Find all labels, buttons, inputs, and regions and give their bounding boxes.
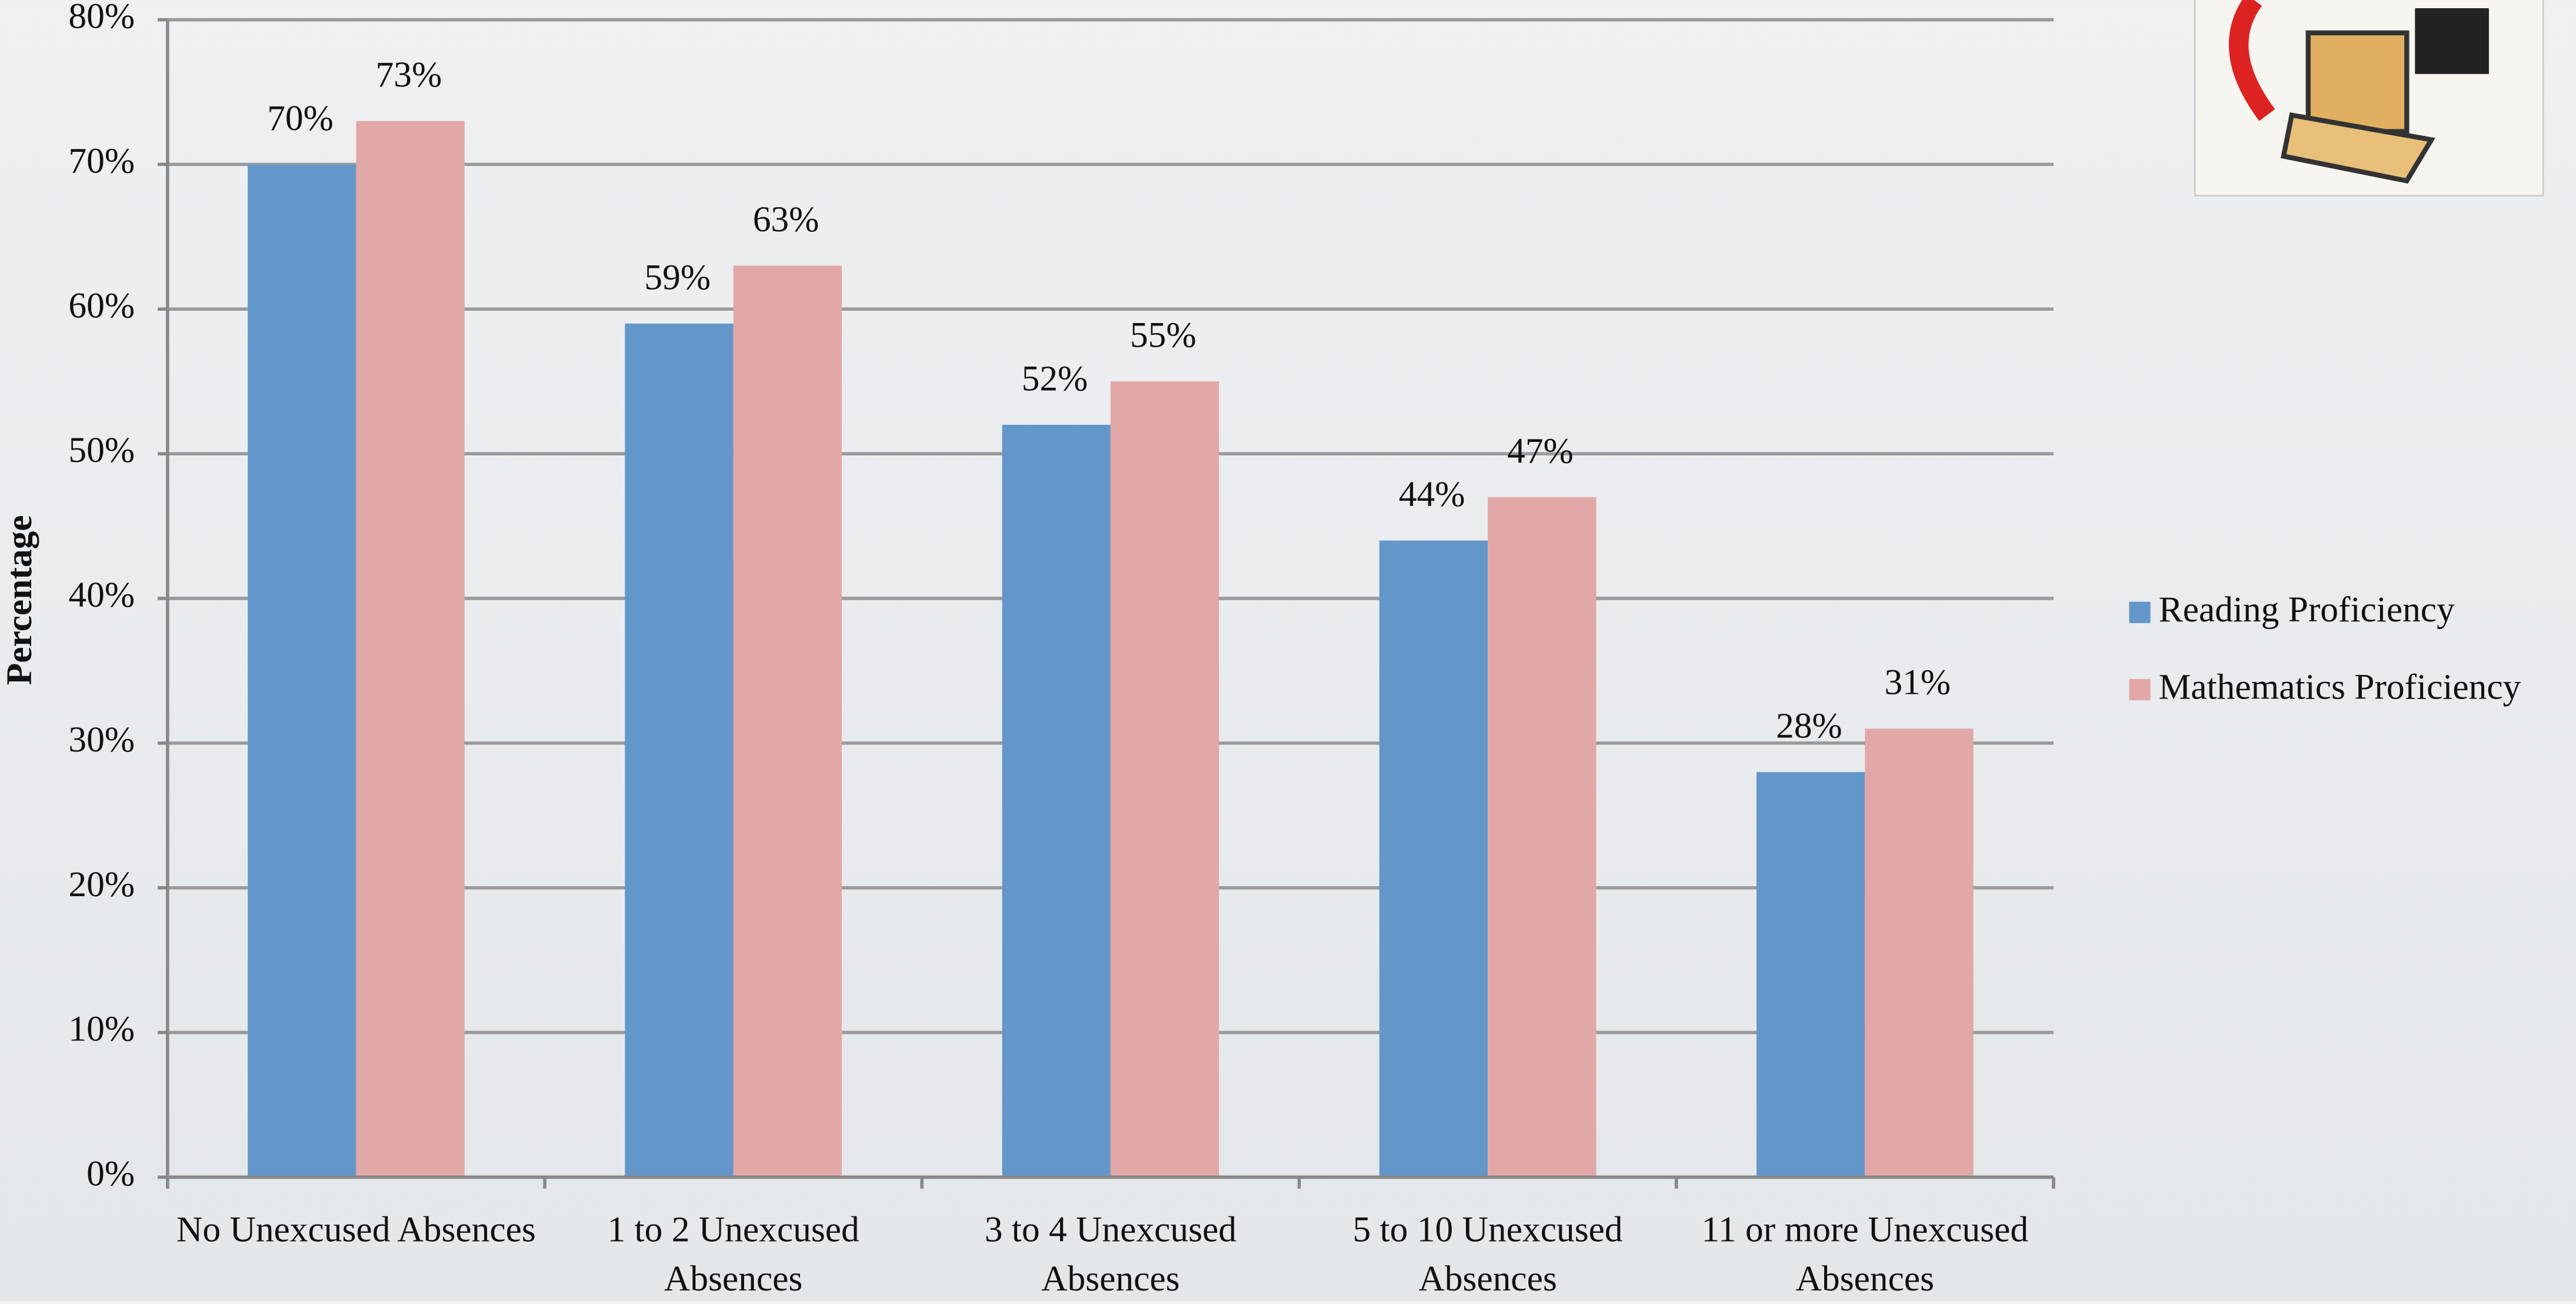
y-tick-label: 40%	[68, 575, 135, 615]
x-tick-label: 5 to 10 Unexcused Absences	[1352, 1208, 1623, 1299]
bar	[1379, 540, 1488, 1177]
value-label: 55%	[1130, 315, 1197, 355]
value-label: 73%	[376, 55, 442, 95]
x-tick-label: No Unexcused Absences	[176, 1208, 536, 1250]
value-label: 31%	[1884, 663, 1951, 703]
y-axis-label: Percentage	[0, 515, 39, 685]
legend-label: Mathematics Proficiency	[2159, 667, 2521, 707]
legend-swatch	[2129, 601, 2151, 623]
bar	[1865, 728, 1974, 1177]
value-label: 59%	[644, 257, 711, 297]
value-label: 47%	[1507, 431, 1574, 471]
bar	[1110, 381, 1219, 1177]
logo	[2194, 0, 2544, 197]
y-tick-label: 80%	[68, 0, 135, 36]
value-label: 52%	[1022, 358, 1088, 398]
y-tick-label: 70%	[68, 141, 135, 181]
x-tick-label: 1 to 2 Unexcused Absences	[607, 1208, 859, 1299]
bar	[248, 164, 356, 1177]
bar	[1488, 497, 1597, 1177]
y-tick-label: 60%	[68, 285, 135, 325]
value-label: 70%	[267, 98, 334, 138]
y-tick-label: 20%	[68, 864, 135, 904]
bar	[356, 121, 465, 1177]
y-tick-label: 50%	[68, 430, 135, 470]
legend-label: Reading Proficiency	[2159, 590, 2455, 630]
value-label: 63%	[753, 199, 819, 239]
x-tick-label: 3 to 4 Unexcused Absences	[984, 1208, 1237, 1299]
y-tick-label: 30%	[68, 720, 135, 760]
y-tick-label: 0%	[86, 1154, 135, 1194]
y-tick-label: 10%	[68, 1009, 135, 1049]
bar	[733, 265, 842, 1177]
legend-swatch	[2129, 678, 2151, 701]
value-label: 28%	[1776, 706, 1842, 746]
bar	[625, 323, 734, 1177]
bar	[1756, 772, 1865, 1177]
bar	[1002, 424, 1111, 1177]
x-tick-label: 11 or more Unexcused Absences	[1701, 1208, 2029, 1299]
value-label: 44%	[1399, 474, 1465, 514]
